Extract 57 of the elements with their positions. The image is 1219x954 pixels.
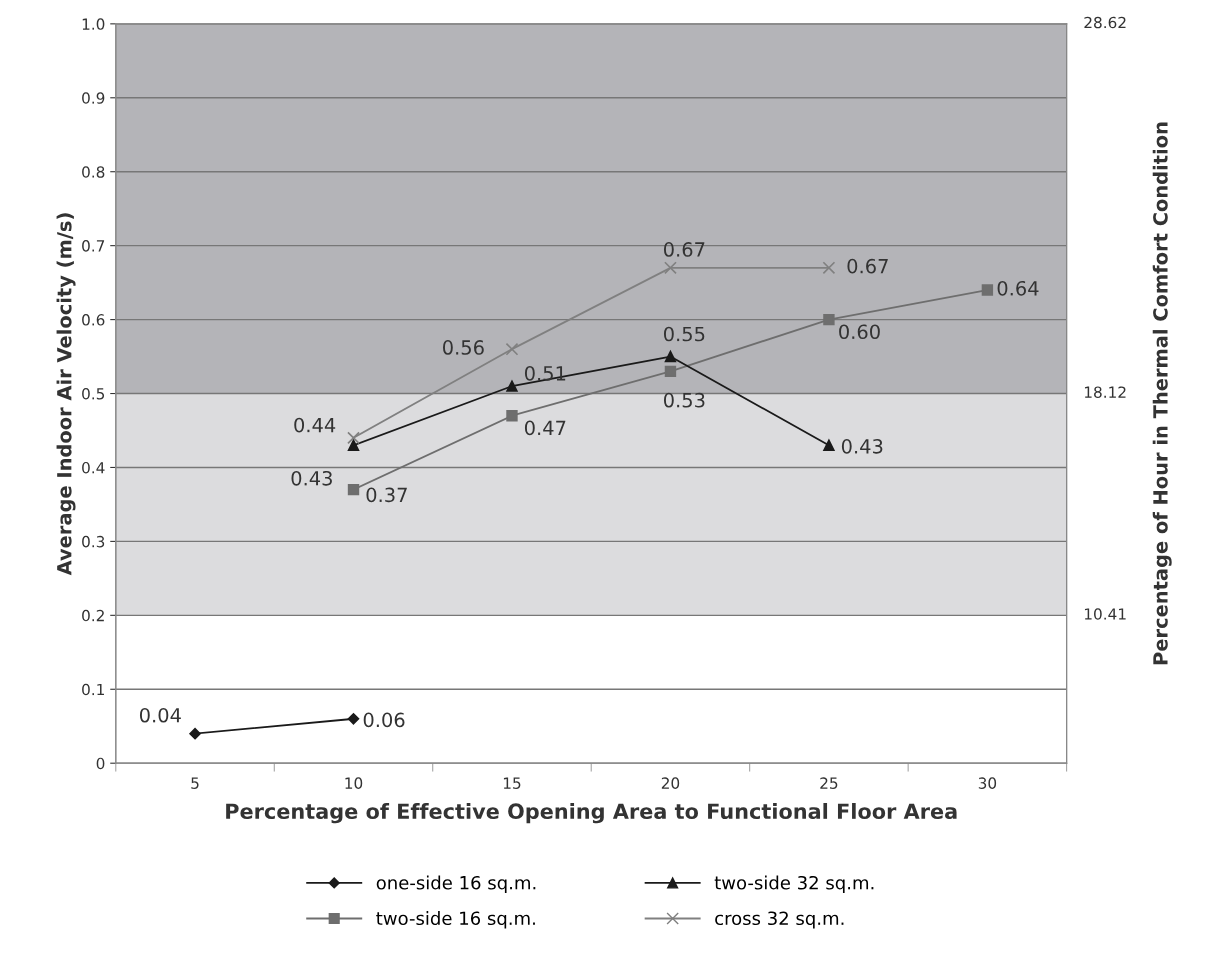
y-tick-label: 0.1 (82, 683, 104, 696)
x-axis-title: Percentage of Effective Opening Area to Functional Floor Area (226, 802, 957, 824)
y2-axis-title: Percentage of Hour in Thermal Comfort Condition (1152, 122, 1172, 665)
y-axis-title: Average Indoor Air Velocity (m/s) (56, 213, 76, 576)
legend-label: two-side 16 sq.m. (376, 911, 535, 929)
x-tick-label: 10 (345, 777, 363, 789)
point (823, 439, 835, 451)
point (347, 431, 360, 445)
x-tick-label: 20 (661, 777, 680, 789)
y-tick-label: 0.3 (82, 535, 105, 548)
data-label: 0.67 (847, 258, 888, 274)
data-label: 0.56 (443, 340, 484, 355)
y-tick-label: 1.0 (82, 18, 105, 30)
text: 28.62 (1084, 16, 1126, 29)
data-label: 0.04 (139, 707, 181, 723)
y-tick-label: 0.7 (82, 240, 105, 252)
y-tick-label: 0.9 (82, 92, 105, 104)
data-label: 0.43 (841, 438, 883, 454)
y-tick-label: 0.5 (82, 387, 105, 400)
y-tick-label: 0.2 (82, 609, 104, 622)
legend-label: two-side 32 sq.m. (714, 875, 874, 894)
data-label: 0.06 (363, 712, 405, 728)
x-tick-label: 5 (191, 777, 199, 789)
point (506, 410, 518, 422)
point (347, 483, 360, 496)
data-label: 0.67 (663, 242, 705, 257)
data-label: 0.44 (294, 417, 336, 433)
data-label: 0.64 (997, 280, 1039, 296)
x-tick-label: 15 (503, 777, 521, 789)
point (664, 350, 677, 363)
data-label: 0.53 (663, 392, 705, 408)
point (664, 365, 677, 378)
y-tick-label: 0.6 (82, 314, 105, 326)
text: 18.12 (1084, 386, 1126, 398)
y-tick-label: 0.4 (82, 461, 105, 474)
y-tick-label: 0.8 (82, 166, 105, 178)
point (506, 380, 518, 392)
point (822, 261, 836, 275)
data-label: 0.43 (291, 470, 332, 486)
text: 10.41 (1084, 608, 1126, 620)
x-tick-label: 25 (820, 777, 838, 789)
y-tick-label: 0 (96, 757, 105, 770)
legend-label: one-side 16 sq.m. (376, 875, 536, 894)
point (823, 313, 835, 326)
point (347, 439, 360, 451)
point (981, 284, 994, 296)
point (664, 261, 677, 275)
point (347, 713, 360, 725)
legend-label: cross 32 sq.m. (715, 911, 844, 929)
data-label: 0.51 (524, 365, 566, 381)
point (189, 727, 201, 740)
data-label: 0.60 (839, 324, 880, 340)
point (505, 342, 519, 356)
data-label: 0.55 (663, 326, 705, 342)
data-label: 0.37 (366, 487, 407, 503)
x-tick-label: 30 (978, 777, 997, 789)
data-label: 0.47 (524, 420, 566, 436)
